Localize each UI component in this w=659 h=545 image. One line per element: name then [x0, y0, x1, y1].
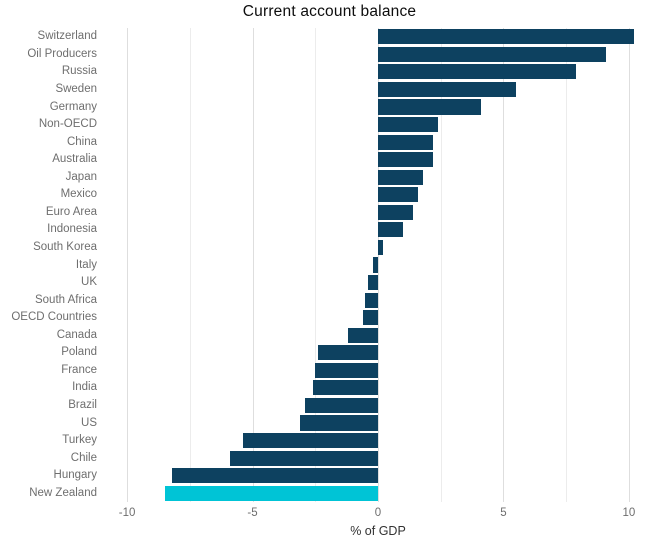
y-tick-label: Poland — [61, 346, 97, 359]
bar-euro-area — [378, 204, 414, 220]
bar-non-oecd — [378, 116, 439, 133]
bar-indonesia — [378, 222, 404, 238]
y-tick-label: Indonesia — [47, 223, 97, 236]
bar-japan — [378, 169, 424, 185]
major-gridline — [628, 28, 630, 502]
chart-title: Current account balance — [242, 3, 417, 20]
y-tick-label: Sweden — [55, 82, 97, 95]
y-tick-label: Russia — [61, 65, 97, 78]
minor-gridline — [315, 28, 317, 502]
bar-turkey — [242, 432, 378, 449]
bar-china — [378, 134, 434, 150]
y-tick-label: Mexico — [60, 188, 97, 201]
bar-oecd-countries — [362, 310, 378, 326]
bar-poland — [317, 345, 378, 361]
bar-south-korea — [378, 239, 384, 255]
y-tick-label: Japan — [65, 170, 97, 183]
x-tick-label: -10 — [118, 507, 136, 519]
bar-russia — [378, 64, 577, 80]
bar-india — [312, 380, 378, 396]
y-tick-label: Turkey — [62, 434, 97, 447]
y-tick-label: Euro Area — [45, 205, 97, 218]
bar-italy — [372, 257, 378, 273]
y-tick-label: Oil Producers — [27, 47, 97, 60]
y-tick-label: UK — [81, 276, 97, 289]
x-axis-title: % of GDP — [350, 524, 406, 538]
bar-germany — [378, 99, 481, 115]
major-gridline — [378, 28, 379, 502]
y-tick-label: China — [66, 135, 97, 148]
y-tick-label: South Korea — [33, 240, 97, 253]
bar-chile — [229, 450, 378, 466]
x-tick-label: 5 — [500, 507, 507, 519]
bar-us — [300, 415, 378, 431]
major-gridline — [252, 28, 254, 502]
minor-gridline — [440, 28, 442, 502]
y-tick-label: Italy — [75, 258, 97, 271]
minor-gridline — [189, 28, 191, 502]
y-tick-label: Germany — [49, 100, 97, 113]
bar-switzerland — [378, 29, 634, 45]
y-tick-label: US — [81, 416, 97, 429]
plot-area — [102, 28, 654, 502]
y-tick-label: New Zealand — [29, 486, 97, 499]
y-tick-label: Chile — [70, 451, 97, 464]
bar-new-zealand — [164, 485, 378, 501]
y-tick-label: Switzerland — [37, 30, 97, 43]
y-tick-label: India — [72, 381, 97, 394]
major-gridline — [127, 28, 129, 502]
y-tick-label: Hungary — [53, 469, 97, 482]
minor-gridline — [566, 28, 568, 502]
bar-south-africa — [365, 292, 378, 308]
bar-australia — [378, 152, 434, 168]
y-tick-label: Non-OECD — [38, 118, 97, 131]
bar-canada — [347, 327, 378, 343]
bar-oil-producers — [378, 46, 607, 62]
bar-france — [315, 362, 378, 378]
bar-uk — [367, 274, 378, 291]
bar-mexico — [378, 187, 419, 203]
x-tick-label: 10 — [622, 507, 636, 519]
x-tick-label: -5 — [247, 507, 258, 519]
y-tick-label: Canada — [56, 328, 97, 341]
major-gridline — [503, 28, 505, 502]
y-tick-label: Australia — [52, 153, 97, 166]
y-tick-label: Brazil — [68, 398, 97, 411]
x-tick-label: 0 — [374, 507, 382, 519]
y-tick-label: South Africa — [34, 293, 97, 306]
bar-hungary — [172, 468, 378, 484]
y-tick-label: OECD Countries — [11, 311, 97, 324]
bar-brazil — [305, 397, 378, 413]
y-tick-label: France — [61, 363, 97, 376]
bar-sweden — [378, 81, 516, 97]
